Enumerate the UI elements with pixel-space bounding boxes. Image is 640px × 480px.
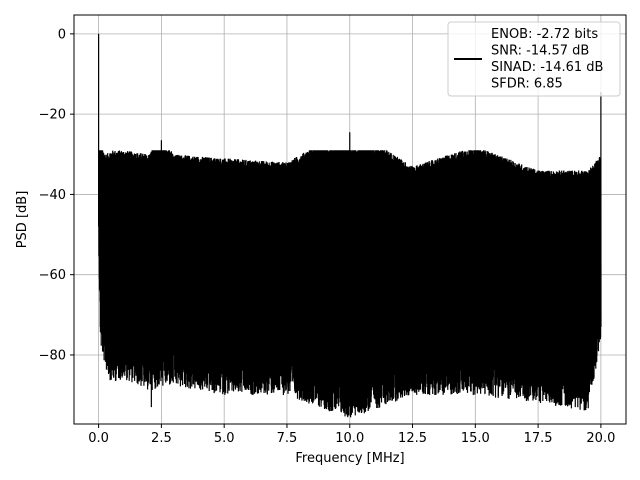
y-tick-label: 0 xyxy=(58,27,66,42)
y-tick-label: −60 xyxy=(39,268,66,283)
y-tick-label: −40 xyxy=(39,188,66,203)
legend: ENOB: -2.72 bits SNR: -14.57 dB SINAD: -… xyxy=(447,21,621,97)
legend-sfdr: SFDR: 6.85 xyxy=(491,77,563,92)
x-tick-label: 0.0 xyxy=(88,431,109,446)
plot-area xyxy=(98,33,602,418)
x-tick-label: 5.0 xyxy=(214,431,235,446)
legend-snr: SNR: -14.57 dB xyxy=(491,44,589,59)
legend-box xyxy=(447,21,621,97)
x-tick-label: 7.5 xyxy=(277,431,298,446)
x-tick-label: 17.5 xyxy=(524,431,553,446)
y-tick-label: −80 xyxy=(39,348,66,363)
y-axis-ticks: 0 −20 −40 −60 −80 xyxy=(39,27,74,363)
y-tick-label: −20 xyxy=(39,108,66,123)
legend-sinad: SINAD: -14.61 dB xyxy=(491,60,603,75)
psd-series-line xyxy=(98,33,602,418)
x-axis-ticks: 0.0 2.5 5.0 7.5 10.0 12.5 15.0 17.5 20.0 xyxy=(88,424,615,446)
x-tick-label: 10.0 xyxy=(335,431,364,446)
x-tick-label: 12.5 xyxy=(398,431,427,446)
y-axis-label: PSD [dB] xyxy=(15,191,30,249)
x-tick-label: 20.0 xyxy=(586,431,615,446)
x-axis-label: Frequency [MHz] xyxy=(295,451,404,466)
x-tick-label: 2.5 xyxy=(151,431,172,446)
x-tick-label: 15.0 xyxy=(461,431,490,446)
legend-enob: ENOB: -2.72 bits xyxy=(491,27,598,42)
